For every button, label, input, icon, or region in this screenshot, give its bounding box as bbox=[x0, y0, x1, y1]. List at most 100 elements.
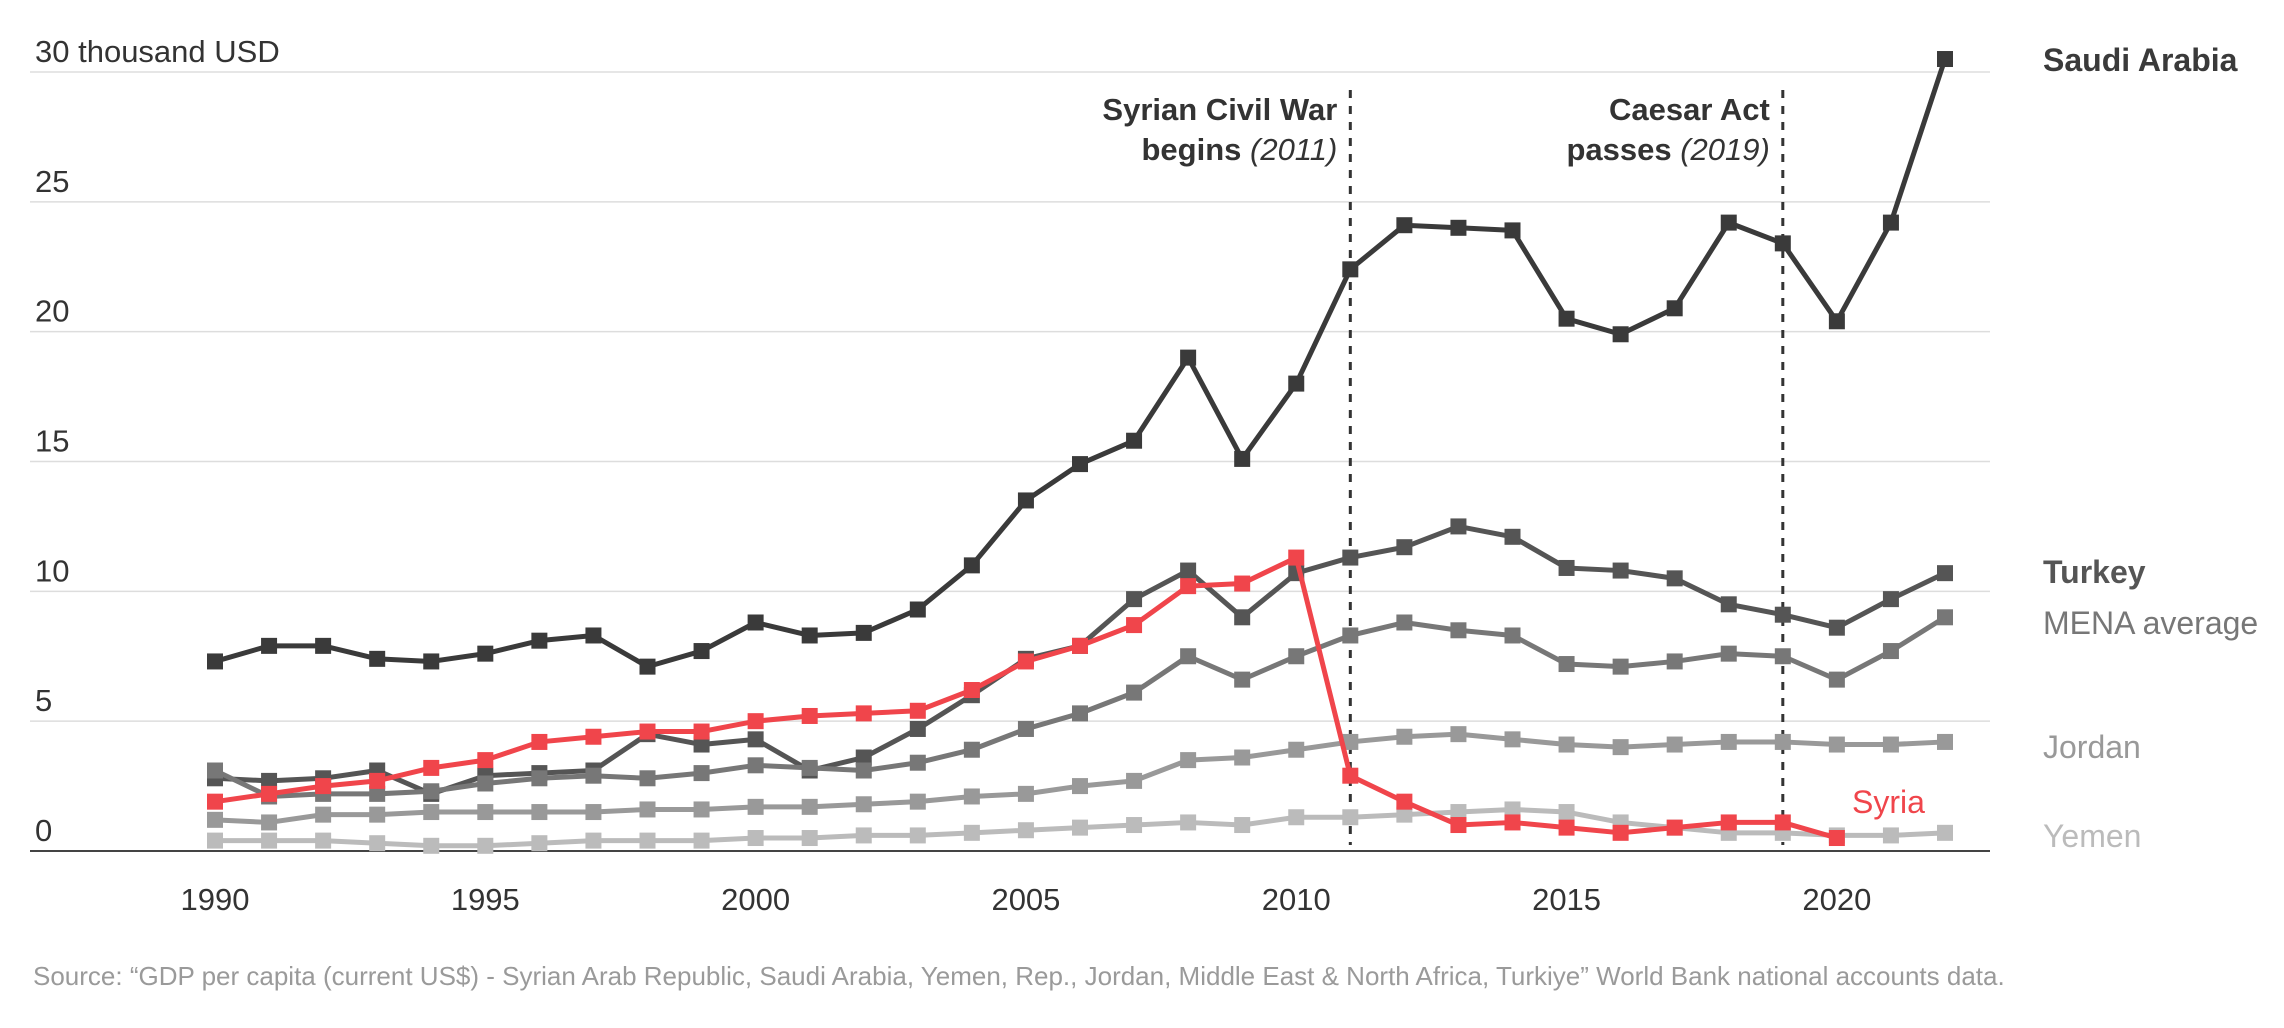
data-point bbox=[531, 835, 548, 852]
x-tick-label: 2000 bbox=[721, 882, 790, 917]
x-tick-label: 1990 bbox=[181, 882, 250, 917]
data-point bbox=[693, 765, 710, 782]
data-point bbox=[207, 762, 223, 779]
data-point bbox=[1450, 219, 1467, 236]
legend: Saudi Arabia Turkey MENA average Jordan Yeme… bbox=[1852, 42, 2258, 854]
data-point bbox=[1937, 51, 1953, 68]
data-point bbox=[1558, 804, 1575, 821]
data-point bbox=[1396, 539, 1413, 556]
data-point bbox=[1937, 733, 1953, 750]
data-point bbox=[1504, 528, 1521, 545]
data-point bbox=[1828, 830, 1845, 847]
x-tick-label: 1995 bbox=[451, 882, 520, 917]
data-point bbox=[1612, 824, 1629, 841]
data-point bbox=[639, 658, 656, 675]
data-point bbox=[261, 772, 278, 789]
data-point bbox=[1882, 591, 1899, 608]
grid-lines bbox=[30, 71, 1990, 852]
data-point bbox=[909, 827, 926, 844]
legend-label: Yemen bbox=[2043, 818, 2141, 854]
x-tick-label: 2005 bbox=[991, 882, 1060, 917]
source-note: Source: “GDP per capita (current US$) - … bbox=[33, 961, 2005, 991]
legend-label: Saudi Arabia bbox=[2043, 42, 2238, 78]
data-point bbox=[1937, 565, 1953, 582]
y-tick-label: 5 bbox=[35, 683, 52, 718]
data-point bbox=[1072, 637, 1088, 654]
data-point bbox=[1234, 450, 1251, 467]
data-point bbox=[1396, 806, 1413, 823]
annotation-subtitle: passes (2019) bbox=[1566, 132, 1769, 167]
data-point bbox=[1072, 456, 1088, 473]
data-point bbox=[801, 759, 818, 776]
y-tick-label: 20 bbox=[35, 294, 69, 329]
annotation-subtitle: begins (2011) bbox=[1141, 132, 1337, 167]
data-point bbox=[1180, 349, 1197, 366]
data-point bbox=[963, 788, 980, 805]
data-point bbox=[207, 653, 223, 670]
data-point bbox=[1180, 578, 1197, 595]
data-point bbox=[369, 806, 386, 823]
data-point bbox=[1017, 492, 1034, 509]
data-point bbox=[1234, 609, 1251, 626]
data-point bbox=[1288, 809, 1305, 826]
data-point bbox=[1558, 310, 1575, 327]
data-point bbox=[963, 824, 980, 841]
data-point bbox=[1504, 731, 1521, 748]
x-tick-label: 2020 bbox=[1802, 882, 1871, 917]
data-point bbox=[693, 723, 710, 740]
data-point bbox=[261, 785, 278, 802]
data-point bbox=[1288, 375, 1305, 392]
data-point bbox=[639, 801, 656, 818]
series-lines bbox=[207, 51, 1953, 854]
data-point bbox=[1180, 814, 1197, 831]
series-saudi-arabia bbox=[207, 51, 1953, 675]
annotation-title: Syrian Civil War bbox=[1102, 92, 1337, 127]
data-point bbox=[693, 643, 710, 660]
data-point bbox=[1504, 801, 1521, 818]
data-point bbox=[1558, 736, 1575, 753]
data-point bbox=[1504, 627, 1521, 644]
data-point bbox=[1612, 326, 1629, 343]
data-point bbox=[531, 632, 548, 649]
data-point bbox=[909, 601, 926, 618]
data-point bbox=[1666, 819, 1683, 836]
data-point bbox=[747, 614, 764, 631]
data-point bbox=[1126, 772, 1143, 789]
data-point bbox=[801, 798, 818, 815]
data-point bbox=[1126, 684, 1143, 701]
data-point bbox=[531, 733, 548, 750]
data-point bbox=[1666, 300, 1683, 317]
data-point bbox=[1720, 596, 1737, 613]
data-point bbox=[477, 645, 494, 662]
series-syria bbox=[207, 549, 1845, 847]
data-point bbox=[531, 770, 548, 787]
data-point bbox=[315, 832, 332, 849]
data-point bbox=[1666, 570, 1683, 587]
data-point bbox=[1342, 261, 1359, 278]
data-point bbox=[1882, 827, 1899, 844]
data-point bbox=[1180, 648, 1197, 665]
data-point bbox=[531, 804, 548, 821]
data-point bbox=[1612, 739, 1629, 756]
data-point bbox=[585, 767, 602, 784]
data-point bbox=[1774, 648, 1791, 665]
data-point bbox=[1612, 658, 1629, 675]
data-point bbox=[1720, 814, 1737, 831]
data-point bbox=[693, 832, 710, 849]
data-point bbox=[1504, 814, 1521, 831]
data-point bbox=[477, 837, 494, 854]
data-point bbox=[1450, 817, 1467, 834]
data-point bbox=[423, 837, 440, 854]
data-point bbox=[1288, 741, 1305, 758]
data-point bbox=[693, 736, 710, 753]
data-point bbox=[1396, 793, 1413, 810]
data-point bbox=[477, 775, 494, 792]
data-point bbox=[855, 749, 872, 766]
data-point bbox=[1126, 591, 1143, 608]
data-point bbox=[909, 720, 926, 737]
y-axis-ticks: 30 thousand USD 25 20 15 10 5 0 bbox=[35, 34, 280, 848]
data-point bbox=[747, 757, 764, 774]
legend-label: MENA average bbox=[2043, 605, 2258, 641]
data-point bbox=[1017, 785, 1034, 802]
y-tick-label: 30 thousand USD bbox=[35, 34, 280, 69]
